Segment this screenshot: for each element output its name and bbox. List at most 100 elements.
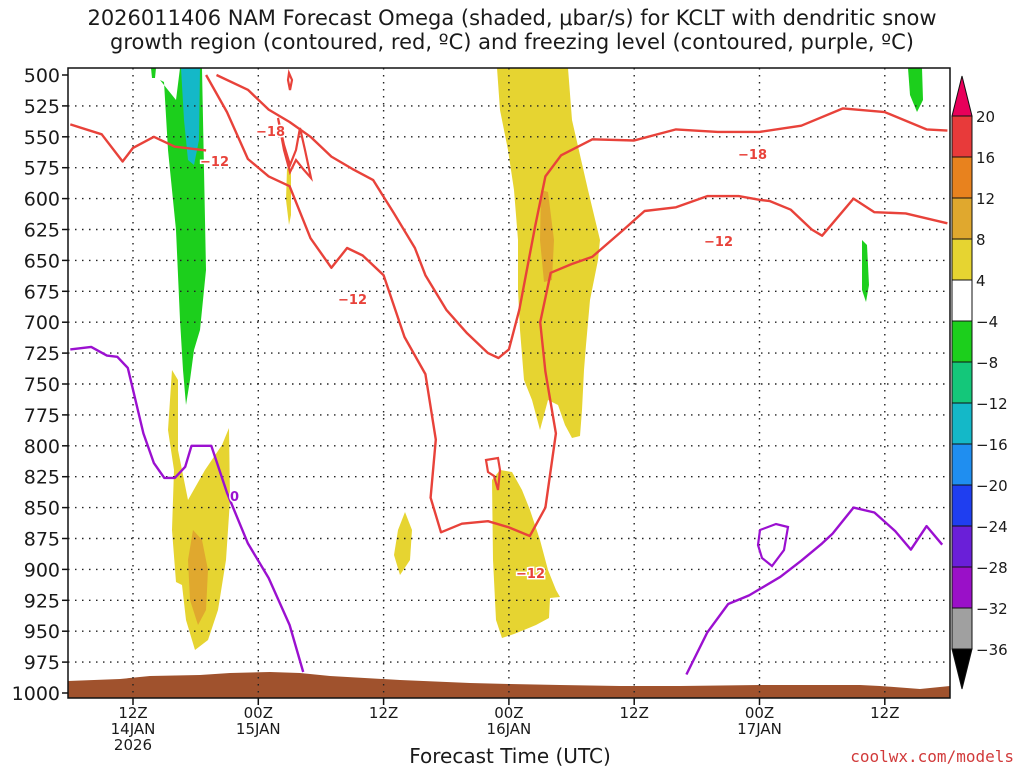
colorbar-bottom-arrow <box>951 648 973 690</box>
x-tick-label: 12Z <box>620 704 649 722</box>
contour-label-minus18-b: −18 <box>738 148 767 163</box>
colorbar-label: −12 <box>976 395 1008 413</box>
contour-label-minus12-d: −12 <box>516 567 545 582</box>
colorbar-swatch <box>951 361 973 404</box>
y-tick-label: 900 <box>24 559 60 581</box>
colorbar-label: −32 <box>976 600 1008 618</box>
contour-label-minus18-a: −18 <box>256 125 285 140</box>
colorbar-label: 4 <box>976 272 986 290</box>
dgz-contour-small-loop-3 <box>484 456 502 491</box>
colorbar-swatch <box>951 402 973 445</box>
y-tick-label: 875 <box>24 529 60 551</box>
colorbar-top-arrow <box>951 75 973 117</box>
contour-series-1 <box>685 506 944 676</box>
chart-title-line-1: 2026011406 NAM Forecast Omega (shaded, μ… <box>87 6 937 30</box>
colorbar-swatch <box>951 238 973 281</box>
omega-shade-green-3 <box>908 68 923 112</box>
y-tick-label: 725 <box>24 343 60 365</box>
omega-shade-orange-1 <box>188 530 208 625</box>
colorbar-label: 12 <box>976 190 995 208</box>
grid-layer <box>68 68 950 698</box>
omega-shade-green-4 <box>862 240 869 302</box>
contour-label-minus12-a: −12 <box>200 155 229 170</box>
contour-label-minus12-c: −12 <box>704 235 733 250</box>
x-tick-label: 00Z <box>244 704 273 722</box>
omega-shade-yellow-1 <box>168 370 230 650</box>
colorbar-swatch <box>951 484 973 527</box>
x-tick-label: 12Z <box>369 704 398 722</box>
y-tick-label: 800 <box>24 436 60 458</box>
y-tick-label: 850 <box>24 498 60 520</box>
colorbar-label: −28 <box>976 559 1008 577</box>
contour-series-3 <box>215 73 948 360</box>
y-tick-label: 975 <box>24 652 60 674</box>
y-tick-label: 650 <box>24 250 60 272</box>
x-axis-title: Forecast Time (UTC) <box>409 744 611 768</box>
x-tick-label: 12Z <box>870 704 899 722</box>
colorbar: 20 16 12 8 4 −4 −8 −12 −16 −20 −24 −28 −32 −36 <box>951 75 1008 690</box>
contour-label-minus12-b: −12 <box>338 293 367 308</box>
colorbar-label: −36 <box>976 641 1008 659</box>
contour-series-2 <box>69 123 207 163</box>
freezing-contour-loop <box>756 522 790 568</box>
colorbar-swatch <box>951 156 973 199</box>
y-tick-label: 675 <box>24 281 60 303</box>
omega-shade-cyan-1 <box>181 68 200 165</box>
x-tick-label: 00Z <box>494 704 523 722</box>
x-tick-label: 16JAN <box>487 720 532 738</box>
y-tick-label: 700 <box>24 312 60 334</box>
y-tick-label: 1000 <box>12 683 60 705</box>
y-tick-label: 500 <box>24 65 60 87</box>
contour-series-0 <box>70 345 305 673</box>
x-tick-label: 12Z <box>118 704 147 722</box>
y-axis: 500 525 550 575 600 625 650 675 700 725 750 775 800 8… <box>12 65 68 705</box>
y-tick-label: 625 <box>24 220 60 242</box>
colorbar-swatch <box>951 607 973 650</box>
y-tick-label: 925 <box>24 590 60 612</box>
chart-title-line-2: growth region (contoured, red, ºC) and f… <box>110 30 914 54</box>
y-tick-label: 550 <box>24 127 60 149</box>
x-tick-label: 2026 <box>114 736 152 754</box>
omega-shade-orange-2 <box>540 190 554 282</box>
colorbar-label: −20 <box>976 477 1008 495</box>
colorbar-swatch <box>951 566 973 609</box>
colorbar-swatch <box>951 279 973 322</box>
omega-shade-green-2 <box>151 68 156 78</box>
colorbar-label: −24 <box>976 518 1008 536</box>
omega-shade-yellow-3 <box>394 512 412 575</box>
y-tick-label: 825 <box>24 467 60 489</box>
y-tick-label: 600 <box>24 189 60 211</box>
x-tick-label: 17JAN <box>737 720 782 738</box>
closed-contour-layer <box>276 68 790 568</box>
colorbar-swatch <box>951 443 973 486</box>
contour-label-freezing-0: 0 <box>230 490 239 505</box>
y-tick-label: 950 <box>24 621 60 643</box>
x-tick-label: 15JAN <box>236 720 281 738</box>
contour-series-4 <box>205 74 948 538</box>
dgz-contour-small-loop-2 <box>276 117 313 182</box>
colorbar-swatch <box>951 525 973 568</box>
colorbar-swatch <box>951 320 973 363</box>
omega-shade-yellow-2 <box>286 168 291 225</box>
colorbar-label: 8 <box>976 231 986 249</box>
colorbar-label: −8 <box>976 354 998 372</box>
y-tick-label: 575 <box>24 158 60 180</box>
x-tick-label: 00Z <box>745 704 774 722</box>
colorbar-label: −16 <box>976 436 1008 454</box>
x-tick-label: 14JAN <box>111 720 156 738</box>
colorbar-label: 20 <box>976 108 995 126</box>
y-tick-label: 775 <box>24 405 60 427</box>
dgz-contour-small-loop-1 <box>286 68 294 91</box>
contour-labels: −18 −18 −12 −12 −12 −12 0 <box>199 124 769 584</box>
chart-title: 2026011406 NAM Forecast Omega (shaded, μ… <box>0 6 1024 54</box>
colorbar-label: 16 <box>976 149 995 167</box>
omega-shade-yellow-5 <box>492 470 560 638</box>
colorbar-swatch <box>951 197 973 240</box>
colorbar-swatch <box>951 115 973 158</box>
colorbar-label: −4 <box>976 313 998 331</box>
y-tick-label: 525 <box>24 96 60 118</box>
source-credit: coolwx.com/models <box>850 747 1014 766</box>
contour-layer <box>69 73 948 676</box>
